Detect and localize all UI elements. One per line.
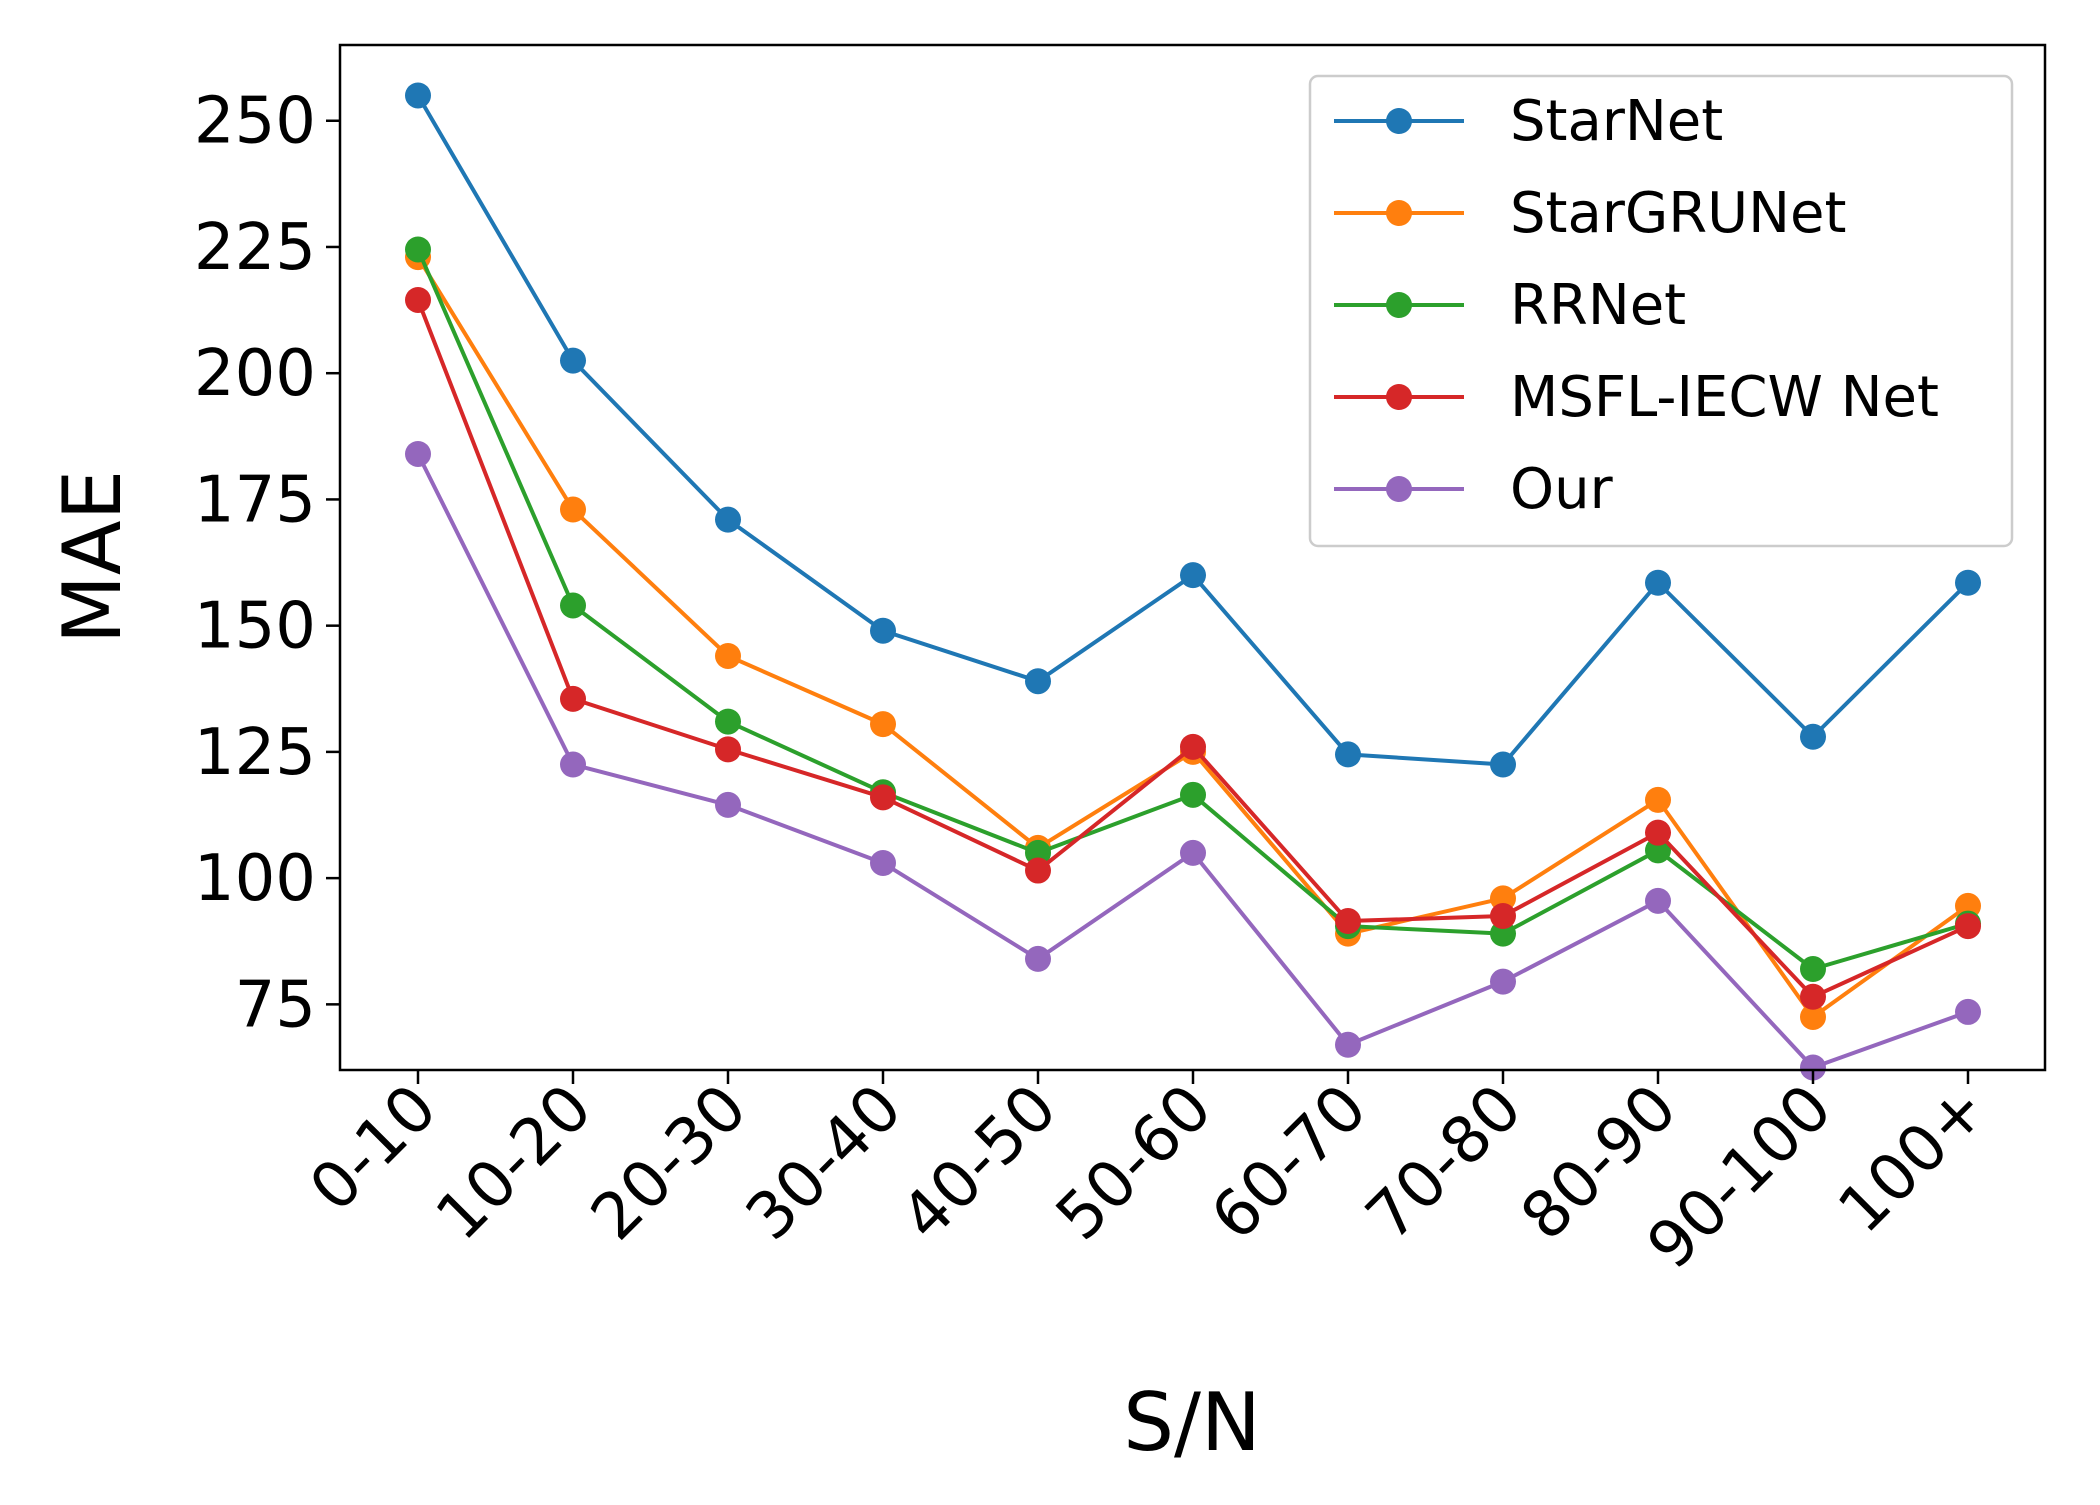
x-tick-label: 10-20 <box>422 1071 606 1255</box>
data-point <box>1800 983 1826 1010</box>
data-point <box>560 496 586 523</box>
data-point <box>1025 945 1051 972</box>
data-point <box>1180 781 1206 808</box>
x-tick-label: 30-40 <box>732 1071 916 1255</box>
data-point <box>1955 913 1981 940</box>
data-point <box>405 286 431 313</box>
data-point <box>1335 908 1361 935</box>
legend-entry-label: StarGRUNet <box>1510 181 1846 246</box>
legend-entry-label: Our <box>1510 457 1614 522</box>
data-point <box>715 506 741 533</box>
plot-frame <box>338 43 2047 1072</box>
series-msfl-iecw-net <box>405 286 1981 1010</box>
data-point <box>1180 839 1206 866</box>
x-tick-label: 60-70 <box>1197 1071 1381 1255</box>
legend-entry-label: RRNet <box>1510 273 1686 338</box>
legend-entry-label: MSFL-IECW Net <box>1510 365 1939 430</box>
y-axis-label: MAE <box>46 470 139 644</box>
data-point <box>715 791 741 818</box>
data-point <box>560 751 586 778</box>
data-point <box>715 642 741 669</box>
y-tick-label: 75 <box>235 968 316 1042</box>
data-point <box>1490 751 1516 778</box>
y-tick-label: 200 <box>194 337 316 411</box>
y-tick-label: 225 <box>194 211 316 285</box>
x-tick-label: 40-50 <box>887 1071 1071 1255</box>
data-point <box>1800 1054 1826 1081</box>
data-point <box>1180 562 1206 589</box>
y-tick-label: 250 <box>194 85 316 159</box>
data-point <box>1800 723 1826 750</box>
y-tick-label: 175 <box>194 463 316 537</box>
data-point <box>870 784 896 811</box>
y-tick-label: 100 <box>194 842 316 916</box>
series-layer <box>405 82 1981 1081</box>
legend-frame <box>1308 74 2014 548</box>
data-point <box>1800 1003 1826 1030</box>
y-tick-label: 150 <box>194 590 316 664</box>
data-point <box>870 711 896 738</box>
series-our <box>405 440 1981 1081</box>
data-point <box>1645 569 1671 596</box>
data-point <box>1645 887 1671 914</box>
data-point <box>1335 741 1361 768</box>
legend-swatch-marker <box>1386 476 1412 502</box>
data-point <box>715 708 741 735</box>
legend-swatch-marker <box>1386 108 1412 134</box>
data-point <box>870 617 896 644</box>
x-tick-label: 50-60 <box>1042 1071 1226 1255</box>
data-point <box>1645 786 1671 813</box>
data-point <box>1955 998 1981 1025</box>
data-point <box>560 685 586 712</box>
data-point <box>560 592 586 619</box>
data-point <box>1645 819 1671 846</box>
data-point <box>715 736 741 763</box>
data-point <box>405 236 431 263</box>
data-point <box>870 849 896 876</box>
x-axis-label: S/N <box>1123 1376 1261 1469</box>
data-point <box>1800 956 1826 983</box>
x-tick-label: 70-80 <box>1352 1071 1536 1255</box>
x-tick-label: 100+ <box>1825 1071 2002 1248</box>
legend-entry-label: StarNet <box>1510 89 1723 154</box>
legend: StarNet StarGRUNet RRNet MSFL-IECW Net Our <box>1308 74 2014 548</box>
legend-swatch-marker <box>1386 292 1412 318</box>
data-point <box>1025 857 1051 884</box>
data-point <box>1180 733 1206 760</box>
data-point <box>405 440 431 467</box>
y-tick-label: 125 <box>194 716 316 790</box>
legend-swatch-marker <box>1386 384 1412 410</box>
data-point <box>1025 668 1051 695</box>
data-point <box>1335 1031 1361 1058</box>
data-point <box>1490 968 1516 995</box>
series-starnet <box>405 82 1981 778</box>
legend-swatch-marker <box>1386 200 1412 226</box>
data-point <box>1955 569 1981 596</box>
data-point <box>1490 902 1516 929</box>
data-point <box>560 347 586 374</box>
data-point <box>405 82 431 109</box>
x-tick-label: 20-30 <box>577 1071 761 1255</box>
